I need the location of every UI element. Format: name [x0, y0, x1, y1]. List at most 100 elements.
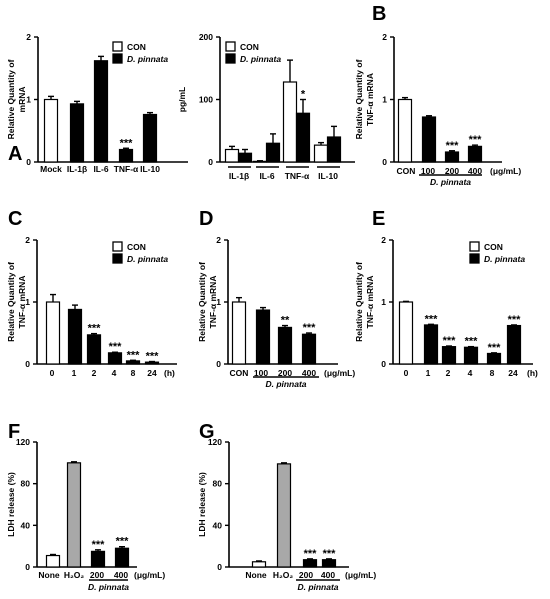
- significance-label: ***: [465, 336, 479, 348]
- y-tick-label: 2: [25, 235, 30, 245]
- y-axis-label-line: Relative Quantity of: [6, 59, 16, 139]
- panel-label: C: [8, 208, 22, 230]
- bar: [237, 152, 253, 163]
- significance-label: ***: [127, 349, 141, 361]
- y-tick-label: 1: [381, 297, 386, 307]
- x-tick-label: 400: [468, 166, 482, 176]
- y-tick-label: 2: [216, 235, 221, 245]
- x-tick-label: 2: [446, 368, 451, 378]
- y-tick-label: 0: [382, 157, 387, 167]
- bar: [441, 346, 457, 365]
- group-label: D. pinnata: [88, 582, 129, 592]
- significance-label: ***: [443, 335, 457, 347]
- significance-label: ***: [469, 134, 483, 146]
- bar: [255, 309, 271, 365]
- x-tick-label: CON: [397, 166, 416, 176]
- bar: [282, 81, 298, 163]
- significance-label: ***: [425, 313, 439, 325]
- y-tick-label: 80: [213, 479, 223, 489]
- legend-swatch: [112, 41, 123, 52]
- x-tick-label: 0: [50, 368, 55, 378]
- group-label: D. pinnata: [430, 177, 471, 187]
- bar: [69, 103, 85, 163]
- x-tick-label: 400: [302, 368, 316, 378]
- legend-swatch: [225, 41, 236, 52]
- group-label: D. pinnata: [265, 379, 306, 389]
- significance-label: ***: [508, 314, 522, 326]
- significance-label: **: [281, 315, 290, 327]
- x-tick-label: 100: [421, 166, 435, 176]
- y-axis-label-line: TNF-α mRNA: [208, 276, 218, 329]
- y-tick-label: 40: [213, 520, 223, 530]
- x-unit-label: (μg/mL): [134, 570, 165, 580]
- bar: [421, 116, 437, 163]
- x-tick-label: 2: [92, 368, 97, 378]
- legend-label: D. pinnata: [484, 254, 525, 264]
- y-tick-label: 1: [25, 297, 30, 307]
- y-axis-label: LDH release (%): [6, 472, 16, 537]
- bar: [93, 60, 109, 163]
- y-tick-label: 120: [208, 437, 222, 447]
- bar: [397, 98, 413, 163]
- legend-swatch: [225, 53, 236, 64]
- panel-label: D: [199, 208, 213, 230]
- significance-label: ***: [88, 323, 102, 335]
- bar: [142, 113, 158, 163]
- significance-label: ***: [446, 140, 460, 152]
- y-axis-label-line: mRNA: [17, 87, 27, 113]
- x-tick-label: IL-6: [93, 164, 108, 174]
- bar: [277, 326, 293, 365]
- y-axis-label: Relative Quantity ofTNF-α mRNA: [6, 262, 27, 342]
- legend-swatch: [469, 253, 480, 264]
- x-tick-label: 4: [112, 368, 117, 378]
- significance-label: ***: [120, 137, 134, 149]
- x-tick-label: None: [245, 570, 267, 580]
- bar: [86, 334, 102, 365]
- chart-panel: F 0 40 80 120 LDH release (%) *** *** None H₂O₂ 20…: [6, 421, 165, 592]
- y-tick-label: 1: [382, 95, 387, 105]
- y-tick-label: 40: [21, 520, 31, 530]
- bar: [224, 148, 240, 163]
- y-axis-label: Relative Quantity ofmRNA: [6, 59, 27, 139]
- significance-label: ***: [488, 342, 502, 354]
- significance-label: ***: [323, 548, 337, 560]
- y-axis-label-line: TNF-α mRNA: [17, 276, 27, 329]
- x-unit-label: (h): [164, 368, 175, 378]
- legend-label: CON: [484, 242, 503, 252]
- significance-label: *: [301, 89, 306, 101]
- legend-label: D. pinnata: [127, 54, 168, 64]
- legend-label: D. pinnata: [127, 254, 168, 264]
- legend-swatch: [112, 241, 123, 252]
- y-tick-label: 2: [26, 32, 31, 42]
- bar: [265, 142, 281, 163]
- x-tick-label: Mock: [40, 164, 62, 174]
- x-tick-label: IL-10: [140, 164, 160, 174]
- x-tick-label: 200: [90, 570, 104, 580]
- y-axis-label: Relative Quantity ofTNF-α mRNA: [354, 59, 375, 139]
- significance-label: ***: [146, 351, 160, 363]
- y-axis-label: pg/mL: [177, 87, 187, 113]
- y-tick-label: 0: [217, 562, 222, 572]
- x-tick-label: IL-6: [259, 171, 274, 181]
- chart-panel: A 0 1 2 Relative Quantity ofmRNA *** Mock IL-1β…: [6, 32, 188, 174]
- legend-label: CON: [127, 242, 146, 252]
- y-tick-label: 0: [25, 562, 30, 572]
- significance-label: ***: [303, 322, 317, 334]
- x-tick-label: 200: [299, 570, 313, 580]
- y-tick-label: 1: [216, 297, 221, 307]
- bar: [66, 462, 82, 568]
- y-tick-label: 0: [381, 359, 386, 369]
- x-tick-label: IL-10: [318, 171, 338, 181]
- x-tick-label: 1: [426, 368, 431, 378]
- x-unit-label: (μg/mL): [345, 570, 376, 580]
- y-axis-label-line: Relative Quantity of: [354, 59, 364, 139]
- chart-panel: C 0 1 2 Relative Quantity ofTNF-α mRNA *** ***…: [6, 208, 177, 378]
- panel-label: E: [372, 208, 385, 230]
- x-tick-label: 200: [445, 166, 459, 176]
- y-tick-label: 200: [199, 32, 213, 42]
- bar: [313, 144, 329, 163]
- bar: [321, 559, 337, 568]
- significance-label: ***: [92, 539, 106, 551]
- significance-label: ***: [109, 341, 123, 353]
- bar: [398, 301, 414, 365]
